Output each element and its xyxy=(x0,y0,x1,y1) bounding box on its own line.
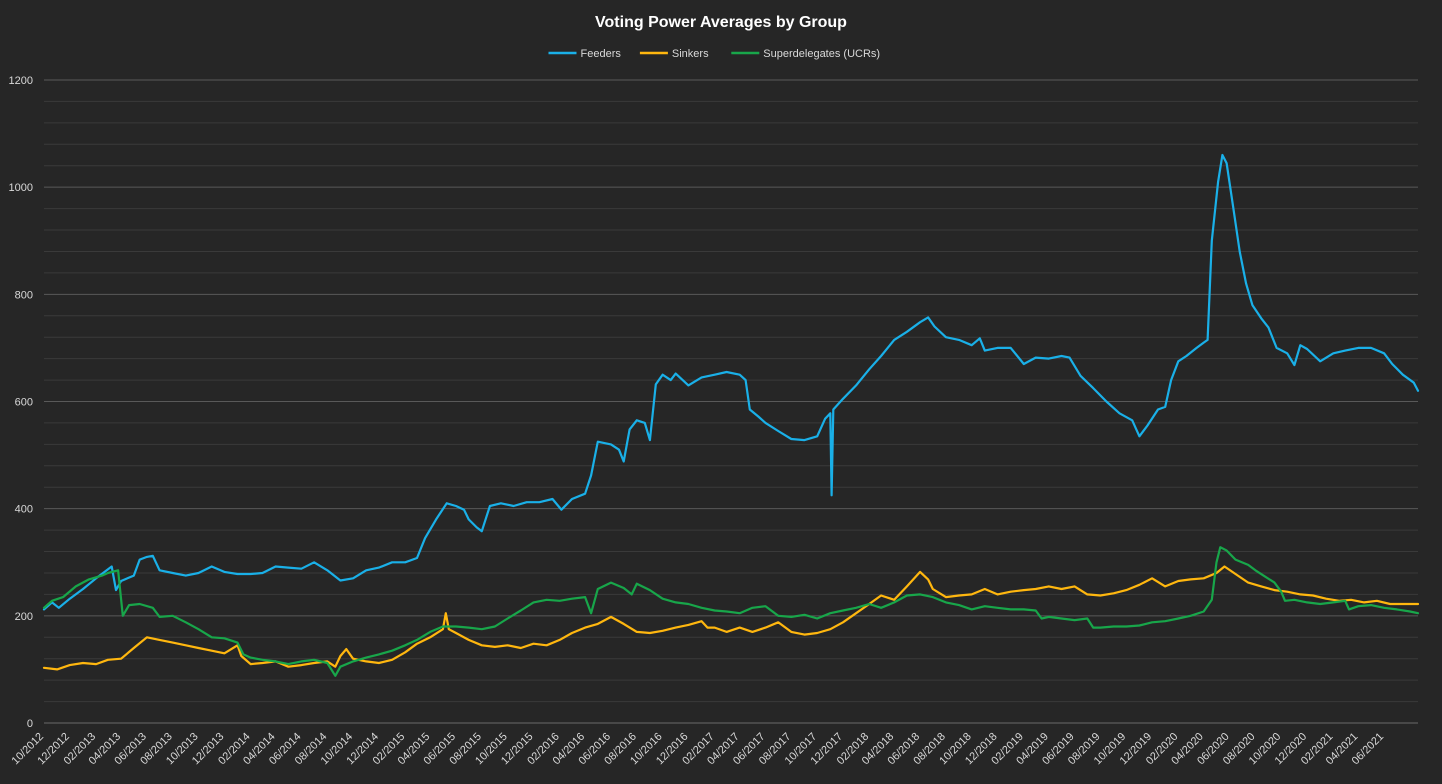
legend-label: Sinkers xyxy=(672,48,709,60)
y-tick-label: 0 xyxy=(27,718,33,730)
series-lines xyxy=(42,153,1420,677)
y-tick-label: 1200 xyxy=(9,75,33,87)
legend-item: Sinkers xyxy=(639,48,709,60)
legend-item: Feeders xyxy=(548,48,622,60)
legend-item: Superdelegates (UCRs) xyxy=(731,48,880,60)
y-tick-label: 400 xyxy=(15,504,33,516)
y-axis-tick-labels: 0 200 400 600 800 1000 1200 xyxy=(9,75,33,730)
chart-title: Voting Power Averages by Group xyxy=(595,14,847,31)
y-tick-label: 600 xyxy=(15,397,33,409)
legend: Feeders Sinkers Superdelegates (UCRs) xyxy=(548,48,880,60)
series-line-feeders xyxy=(42,153,1420,611)
legend-label: Superdelegates (UCRs) xyxy=(763,48,880,60)
y-tick-label: 1000 xyxy=(9,182,33,194)
legend-label: Feeders xyxy=(581,48,622,60)
y-tick-label: 800 xyxy=(15,289,33,301)
minor-gridlines xyxy=(44,100,1418,703)
y-tick-label: 200 xyxy=(15,611,33,623)
series-line-superdelegates-ucrs xyxy=(42,546,1420,677)
